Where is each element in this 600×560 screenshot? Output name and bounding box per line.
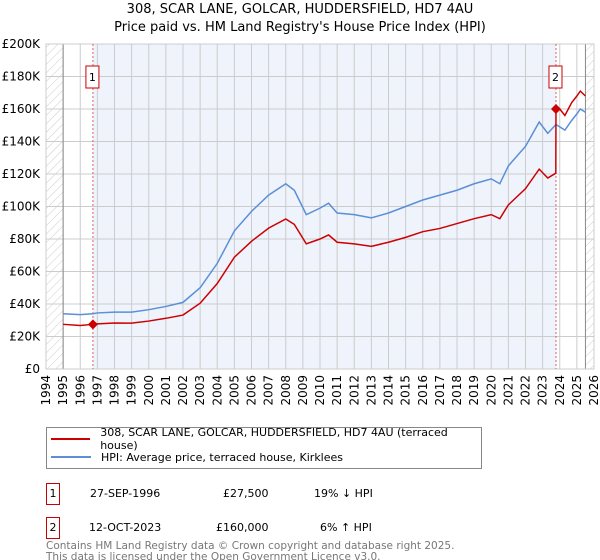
x-tick-label: 2023: [536, 375, 550, 406]
sale-price: £160,000: [216, 521, 269, 534]
x-tick-label: 2018: [450, 375, 464, 406]
x-tick-label: 1999: [125, 375, 139, 406]
x-tick-label: 2026: [587, 375, 600, 406]
y-tick-label: £160K: [2, 102, 42, 116]
x-tick-label: 2019: [467, 375, 481, 406]
marker-badge: 2: [46, 517, 60, 539]
annotation-box: [548, 65, 563, 89]
x-tick-label: 2020: [484, 375, 498, 406]
x-tick-label: 2012: [347, 375, 361, 406]
x-tick-label: 2009: [296, 375, 310, 406]
legend-swatch-red: [51, 438, 91, 440]
x-tick-label: 2008: [279, 375, 293, 406]
x-tick-label: 2005: [227, 375, 241, 406]
y-tick-label: £80K: [9, 232, 41, 246]
x-tick-label: 2015: [399, 375, 413, 406]
x-tick-label: 2006: [245, 375, 259, 406]
x-tick-label: 2000: [142, 375, 156, 406]
legend-label: HPI: Average price, terraced house, Kirk…: [101, 450, 344, 464]
plot-frame: [45, 43, 595, 370]
legend-item-hpi: HPI: Average price, terraced house, Kirk…: [51, 448, 343, 466]
x-tick-label: 1994: [39, 375, 53, 406]
hpi-line: [63, 107, 586, 316]
x-tick-label: 1995: [56, 375, 70, 406]
hpi-diff: 19% ↓ HPI: [314, 487, 373, 500]
footer-line: This data is licensed under the Open Gov…: [46, 551, 381, 560]
marker-badge: 1: [46, 483, 60, 505]
y-tick-label: £20K: [9, 330, 41, 344]
x-tick-label: 2013: [364, 375, 378, 406]
table-row: 2 12-OCT-2023 £160,000 6% ↑ HPI: [46, 517, 466, 539]
y-tick-label: £60K: [9, 265, 41, 279]
x-tick-label: 2025: [570, 375, 584, 406]
x-tick-label: 2016: [416, 375, 430, 406]
x-tick-label: 2017: [433, 375, 447, 406]
hpi-diff: 6% ↑ HPI: [320, 521, 372, 534]
y-tick-label: £140K: [2, 135, 42, 149]
y-tick-label: £40K: [9, 297, 41, 311]
sale-point: [550, 104, 561, 114]
annotation-box: [85, 65, 100, 89]
sale-point: [87, 319, 98, 330]
x-tick-label: 2021: [501, 375, 515, 406]
sale-price: £27,500: [223, 487, 269, 500]
x-tick-label: 2024: [553, 375, 567, 406]
x-tick-label: 2022: [519, 375, 533, 406]
x-tick-label: 2003: [193, 375, 207, 406]
y-tick-label: £100K: [2, 200, 42, 214]
sale-date: 12-OCT-2023: [89, 521, 162, 534]
y-tick-label: £120K: [2, 167, 42, 181]
legend: 308, SCAR LANE, GOLCAR, HUDDERSFIELD, HD…: [46, 426, 482, 469]
x-tick-label: 1996: [73, 375, 87, 406]
x-tick-label: 2002: [176, 375, 190, 406]
y-tick-label: £200K: [2, 37, 42, 51]
y-tick-label: £0: [25, 362, 40, 376]
x-tick-label: 2001: [159, 375, 173, 406]
x-tick-label: 1998: [108, 375, 122, 406]
annotation-label: 1: [89, 71, 96, 84]
table-row: 1 27-SEP-1996 £27,500 19% ↓ HPI: [46, 483, 466, 505]
sale-date: 27-SEP-1996: [90, 487, 161, 500]
legend-swatch-blue: [51, 456, 91, 458]
price-paid-line: [63, 89, 586, 327]
x-tick-label: 2004: [210, 375, 224, 406]
y-tick-label: £180K: [2, 70, 42, 84]
footer-line: Contains HM Land Registry data © Crown c…: [46, 540, 455, 552]
x-tick-label: 2011: [330, 375, 344, 406]
x-tick-label: 2007: [262, 375, 276, 406]
legend-item-property: 308, SCAR LANE, GOLCAR, HUDDERSFIELD, HD…: [51, 426, 481, 452]
line-chart: £0 £20K £40K £60K £80K £100K £120K £140K £160K £1…: [2, 37, 600, 406]
x-tick-label: 1997: [90, 375, 104, 406]
annotation-label: 2: [552, 71, 559, 84]
footer: Contains HM Land Registry data © Crown c…: [46, 541, 454, 560]
x-tick-label: 2014: [382, 375, 396, 406]
legend-label: 308, SCAR LANE, GOLCAR, HUDDERSFIELD, HD…: [100, 426, 448, 452]
chart-subtitle: Price paid vs. HM Land Registry's House …: [114, 20, 486, 35]
x-tick-label: 2010: [313, 375, 327, 406]
chart-title: 308, SCAR LANE, GOLCAR, HUDDERSFIELD, HD…: [126, 2, 474, 17]
